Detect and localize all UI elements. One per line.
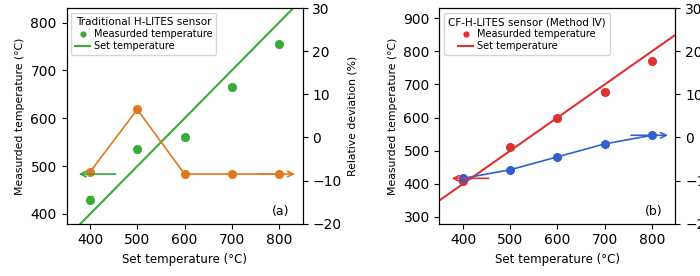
Legend: Measurded temperature, Set temperature: Measurded temperature, Set temperature [71, 13, 216, 55]
X-axis label: Set temperature (°C): Set temperature (°C) [122, 253, 247, 266]
Legend: Measurded temperature, Set temperature: Measurded temperature, Set temperature [444, 13, 610, 55]
Text: (b): (b) [645, 205, 662, 218]
X-axis label: Set temperature (°C): Set temperature (°C) [495, 253, 620, 266]
Text: (a): (a) [272, 205, 289, 218]
Y-axis label: Relative deviation (%): Relative deviation (%) [347, 56, 357, 176]
Y-axis label: Measurded temperature (°C): Measurded temperature (°C) [388, 37, 398, 195]
Y-axis label: Measurded temperature (°C): Measurded temperature (°C) [15, 37, 24, 195]
